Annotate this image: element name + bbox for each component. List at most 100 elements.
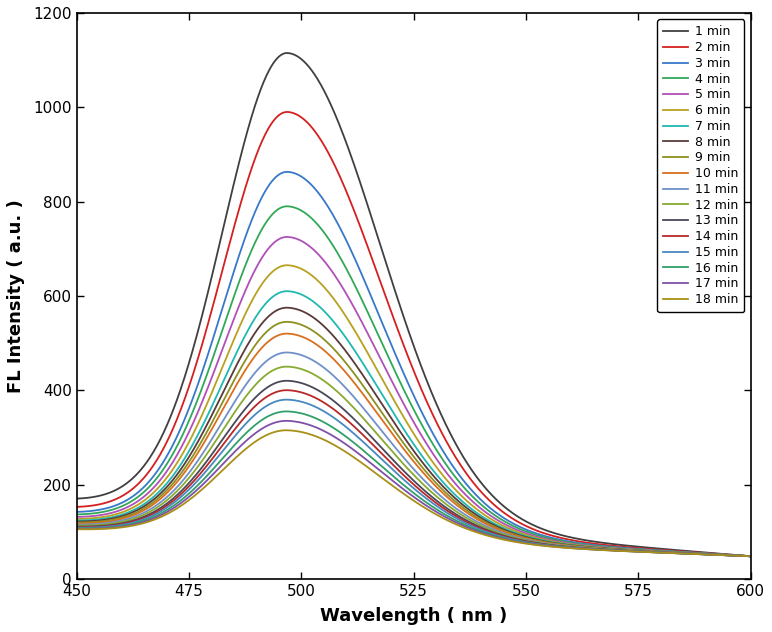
14 min [141, 514, 150, 521]
13 min [598, 545, 608, 553]
18 min [72, 525, 81, 533]
Line: 15 min: 15 min [76, 399, 750, 556]
2 min [283, 108, 292, 116]
16 min [598, 546, 608, 554]
4 min [611, 544, 620, 551]
12 min [72, 522, 81, 530]
14 min [282, 386, 291, 394]
17 min [282, 417, 291, 425]
2 min [370, 260, 379, 268]
Line: 13 min: 13 min [76, 380, 750, 556]
11 min [611, 546, 620, 554]
9 min [345, 364, 354, 372]
2 min [141, 472, 150, 480]
16 min [536, 541, 545, 549]
12 min [611, 546, 620, 554]
17 min [598, 546, 608, 554]
11 min [746, 552, 755, 560]
10 min [345, 374, 354, 381]
3 min [283, 168, 292, 176]
8 min [283, 304, 292, 312]
18 min [598, 546, 608, 554]
8 min [370, 389, 379, 396]
2 min [598, 541, 608, 549]
Legend: 1 min, 2 min, 3 min, 4 min, 5 min, 6 min, 7 min, 8 min, 9 min, 10 min, 11 min, 1: 1 min, 2 min, 3 min, 4 min, 5 min, 6 min… [657, 19, 744, 312]
15 min [282, 396, 291, 403]
3 min [536, 531, 545, 538]
5 min [536, 534, 545, 542]
2 min [536, 528, 545, 535]
5 min [141, 492, 150, 499]
13 min [746, 552, 755, 560]
18 min [536, 542, 545, 549]
13 min [536, 540, 545, 547]
14 min [598, 546, 608, 554]
14 min [611, 547, 620, 554]
Line: 5 min: 5 min [76, 237, 750, 556]
6 min [370, 361, 379, 368]
14 min [536, 540, 545, 548]
1 min [370, 222, 379, 229]
Line: 9 min: 9 min [76, 322, 750, 556]
11 min [598, 545, 608, 553]
18 min [141, 519, 150, 526]
12 min [141, 510, 150, 518]
Line: 16 min: 16 min [76, 411, 750, 556]
X-axis label: Wavelength ( nm ): Wavelength ( nm ) [320, 607, 507, 625]
8 min [611, 545, 620, 553]
Line: 11 min: 11 min [76, 353, 750, 556]
15 min [141, 515, 150, 523]
13 min [141, 513, 150, 520]
4 min [345, 272, 354, 279]
Line: 12 min: 12 min [76, 367, 750, 556]
17 min [370, 462, 379, 470]
5 min [746, 552, 755, 560]
7 min [345, 339, 354, 347]
8 min [746, 552, 755, 560]
11 min [282, 349, 291, 356]
11 min [536, 538, 545, 546]
17 min [611, 547, 620, 554]
17 min [72, 525, 81, 533]
11 min [370, 418, 379, 425]
13 min [611, 546, 620, 554]
1 min [345, 149, 354, 156]
12 min [746, 552, 755, 560]
8 min [345, 353, 354, 360]
8 min [141, 502, 150, 509]
9 min [141, 504, 150, 511]
16 min [345, 435, 354, 443]
12 min [598, 545, 608, 553]
5 min [611, 544, 620, 552]
4 min [746, 552, 755, 560]
10 min [370, 405, 379, 413]
3 min [72, 508, 81, 516]
13 min [72, 523, 81, 530]
9 min [611, 545, 620, 553]
Line: 10 min: 10 min [76, 334, 750, 556]
4 min [536, 532, 545, 540]
8 min [72, 518, 81, 525]
5 min [370, 343, 379, 350]
3 min [141, 482, 150, 489]
1 min [746, 552, 755, 560]
Y-axis label: FL Intensity ( a.u. ): FL Intensity ( a.u. ) [7, 199, 25, 392]
12 min [370, 427, 379, 434]
5 min [598, 544, 608, 551]
17 min [141, 518, 150, 525]
18 min [370, 468, 379, 476]
Line: 18 min: 18 min [76, 430, 750, 556]
14 min [746, 552, 755, 560]
16 min [141, 516, 150, 524]
10 min [536, 538, 545, 545]
13 min [345, 411, 354, 419]
1 min [72, 495, 81, 502]
4 min [72, 511, 81, 518]
16 min [746, 552, 755, 560]
17 min [746, 552, 755, 560]
Line: 7 min: 7 min [76, 291, 750, 556]
9 min [598, 545, 608, 552]
17 min [345, 443, 354, 451]
4 min [598, 543, 608, 550]
10 min [141, 506, 150, 513]
